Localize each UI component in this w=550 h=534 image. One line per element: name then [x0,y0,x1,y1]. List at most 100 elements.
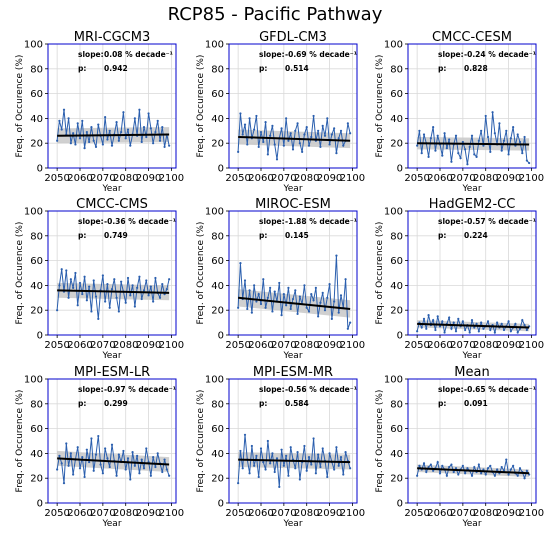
series-line [416,315,530,335]
data-point [255,454,258,457]
data-point [97,434,100,438]
data-point [512,464,515,467]
y-tick-label: 60 [30,424,43,435]
data-point [85,448,88,451]
y-tick-label: 100 [384,375,403,386]
series-line [416,112,530,165]
data-point [108,465,111,469]
data-point [149,127,152,130]
data-point [432,469,435,472]
data-point [120,280,123,283]
data-point [346,327,349,330]
plot-frame [407,210,537,336]
x-tick-label: 2070 [271,340,296,351]
x-tick-label: 2100 [159,173,184,184]
data-point [312,114,315,118]
data-point [326,475,329,479]
data-point [133,117,136,120]
data-point [477,330,480,333]
data-point [317,453,320,456]
data-point [323,309,327,312]
y-axis-label: Freq. of Occurence (%) [196,55,206,158]
x-tick-label: 2070 [90,173,115,184]
y-tick-label: 0 [218,499,224,510]
data-point [259,447,263,450]
x-tick-label: 2070 [271,173,296,184]
data-point [296,122,299,125]
x-tick-label: 2080 [294,340,319,351]
data-point [466,467,469,470]
data-point [287,139,290,142]
data-point [294,129,297,132]
data-point [477,139,480,142]
data-point [475,155,478,158]
data-point [262,140,265,144]
data-point [470,319,474,322]
y-tick-label: 100 [24,207,43,218]
data-point [65,442,68,445]
trend-line [417,467,530,475]
data-point [67,296,70,299]
data-point [461,464,464,467]
x-tick-label: 2050 [404,340,429,351]
data-point [480,321,483,324]
x-axis-label: Year [101,519,121,529]
data-point [129,294,132,297]
trend-line [417,322,530,329]
data-point [507,473,510,476]
data-point [461,140,464,144]
data-point [140,458,143,461]
x-tick-label: 2100 [519,340,544,351]
data-point [140,297,143,301]
data-point [493,331,496,334]
data-point [470,134,474,137]
data-point [438,325,442,328]
y-tick-label: 40 [211,449,224,460]
data-point [312,437,315,440]
data-point [301,150,304,153]
data-point [525,328,528,332]
data-point [500,149,503,152]
data-point [298,295,301,298]
data-point [88,140,91,144]
data-point [339,456,343,459]
data-point [500,322,503,325]
data-point [133,305,136,308]
y-tick-label: 20 [390,306,403,317]
data-point [156,119,159,122]
data-point [296,451,299,454]
data-point [305,306,308,309]
data-point [475,322,478,325]
data-point [250,311,253,314]
data-point [154,130,157,134]
data-point [145,279,148,282]
data-point [502,328,506,332]
data-point [314,286,317,289]
data-point [450,463,453,466]
p-label: p: [438,399,446,408]
data-point [117,310,120,313]
y-tick-label: 0 [218,164,224,175]
data-point [165,468,168,471]
data-point [72,132,75,135]
p-value: 0.942 [104,64,128,73]
data-point [470,474,474,477]
plot-frame [47,43,177,169]
p-label: p: [259,64,267,73]
slope-value: 0.08 % decade⁻¹ [104,50,173,59]
x-tick-label: 2060 [427,340,452,351]
plot-frame [407,43,537,169]
data-point [259,302,263,306]
data-point [312,299,315,302]
data-point [88,460,91,464]
x-tick-label: 2070 [450,508,475,519]
y-tick-label: 80 [211,64,224,75]
data-point [521,319,524,322]
data-point [266,439,269,443]
y-tick-label: 0 [397,499,403,510]
data-point [307,456,311,459]
y-tick-label: 0 [397,164,403,175]
data-point [514,322,517,325]
data-point [330,317,333,320]
